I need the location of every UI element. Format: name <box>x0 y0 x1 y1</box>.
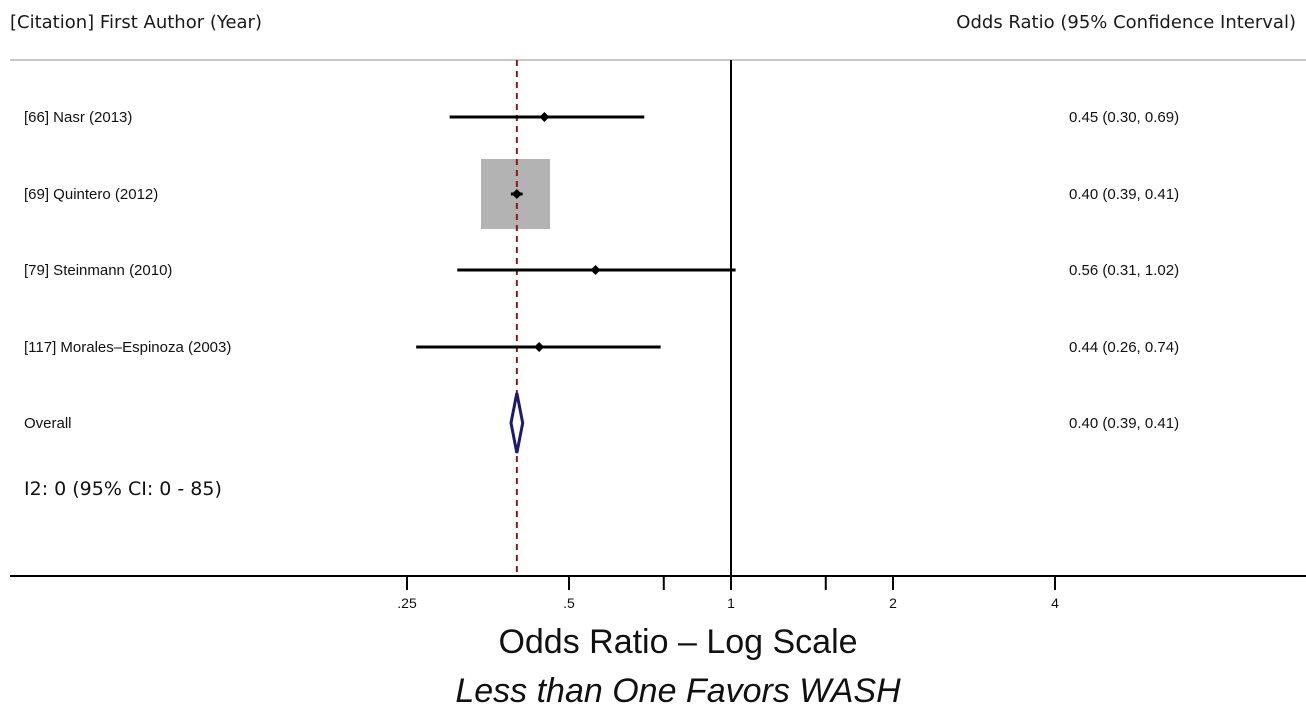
x-tick-label: .5 <box>563 595 575 611</box>
study-point-estimate <box>511 189 522 199</box>
study-point-estimate <box>539 112 550 122</box>
study-ci-text: 0.56 (0.31, 1.02) <box>1069 262 1179 279</box>
x-axis-label: Odds Ratio – Log Scale <box>498 623 857 661</box>
x-tick-label: .25 <box>397 595 417 611</box>
plot-marks: [66] Nasr (2013) 0.45 (0.30, 0.69) [69] Qu… <box>24 60 1179 576</box>
header-left: [Citation] First Author (Year) <box>10 12 262 33</box>
x-axis-sublabel: Less than One Favors WASH <box>455 672 901 709</box>
study-ci-text: 0.44 (0.26, 0.74) <box>1069 339 1179 356</box>
x-tick-label: 2 <box>889 595 897 611</box>
overall-label: Overall <box>24 415 72 432</box>
header-right: Odds Ratio (95% Confidence Interval) <box>956 12 1296 33</box>
study-label: [69] Quintero (2012) <box>24 186 158 203</box>
study-label: [117] Morales–Espinoza (2003) <box>24 339 231 356</box>
overall-diamond <box>509 392 525 454</box>
study-point-estimate <box>534 342 545 352</box>
study-label: [79] Steinmann (2010) <box>24 262 172 279</box>
study-ci-text: 0.40 (0.39, 0.41) <box>1069 186 1179 203</box>
overall-ci-text: 0.40 (0.39, 0.41) <box>1069 415 1179 432</box>
x-tick-label: 4 <box>1051 595 1059 611</box>
x-tick-label: 1 <box>727 595 735 611</box>
study-ci-text: 0.45 (0.30, 0.69) <box>1069 109 1179 126</box>
study-label: [66] Nasr (2013) <box>24 109 132 126</box>
x-ticks: .25 .5 1 2 4 <box>397 576 1059 611</box>
heterogeneity-text: I2: 0 (95% CI: 0 - 85) <box>24 478 222 500</box>
study-point-estimate <box>590 265 601 275</box>
